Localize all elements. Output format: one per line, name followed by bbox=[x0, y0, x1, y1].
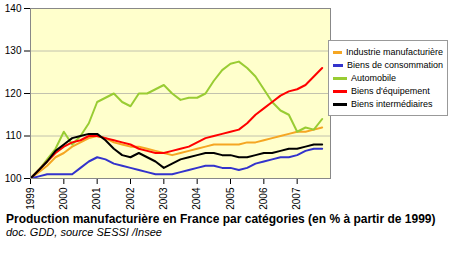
svg-text:110: 110 bbox=[6, 130, 22, 141]
svg-text:2007: 2007 bbox=[291, 187, 302, 210]
svg-text:100: 100 bbox=[5, 173, 22, 184]
html-text:Biens de consommation: Biens de consommation bbox=[346, 60, 443, 70]
svg-text:2006: 2006 bbox=[258, 187, 269, 210]
svg-text:2000: 2000 bbox=[58, 187, 69, 210]
html-text:Biens intermédiaires: Biens intermédiaires bbox=[351, 99, 433, 109]
svg-text:2001: 2001 bbox=[91, 187, 102, 210]
svg-text:1999: 1999 bbox=[25, 187, 36, 210]
svg-text:2002: 2002 bbox=[125, 187, 136, 210]
html-text:Industrie manufacturière: Industrie manufacturière bbox=[345, 47, 443, 57]
svg-text:140: 140 bbox=[5, 3, 22, 14]
svg-text:130: 130 bbox=[5, 45, 22, 56]
svg-text:2004: 2004 bbox=[191, 187, 202, 210]
html-text:Biens d'équipement: Biens d'équipement bbox=[351, 86, 430, 96]
html-text:doc. GDD, source SESSI /Insee: doc. GDD, source SESSI /Insee bbox=[6, 226, 162, 238]
html-text:Automobile: Automobile bbox=[351, 73, 396, 83]
svg-text:2003: 2003 bbox=[158, 187, 169, 210]
svg-text:120: 120 bbox=[5, 88, 22, 99]
html-text:Production manufacturière en F: Production manufacturière en France par … bbox=[6, 212, 436, 226]
svg-text:2005: 2005 bbox=[225, 187, 236, 210]
